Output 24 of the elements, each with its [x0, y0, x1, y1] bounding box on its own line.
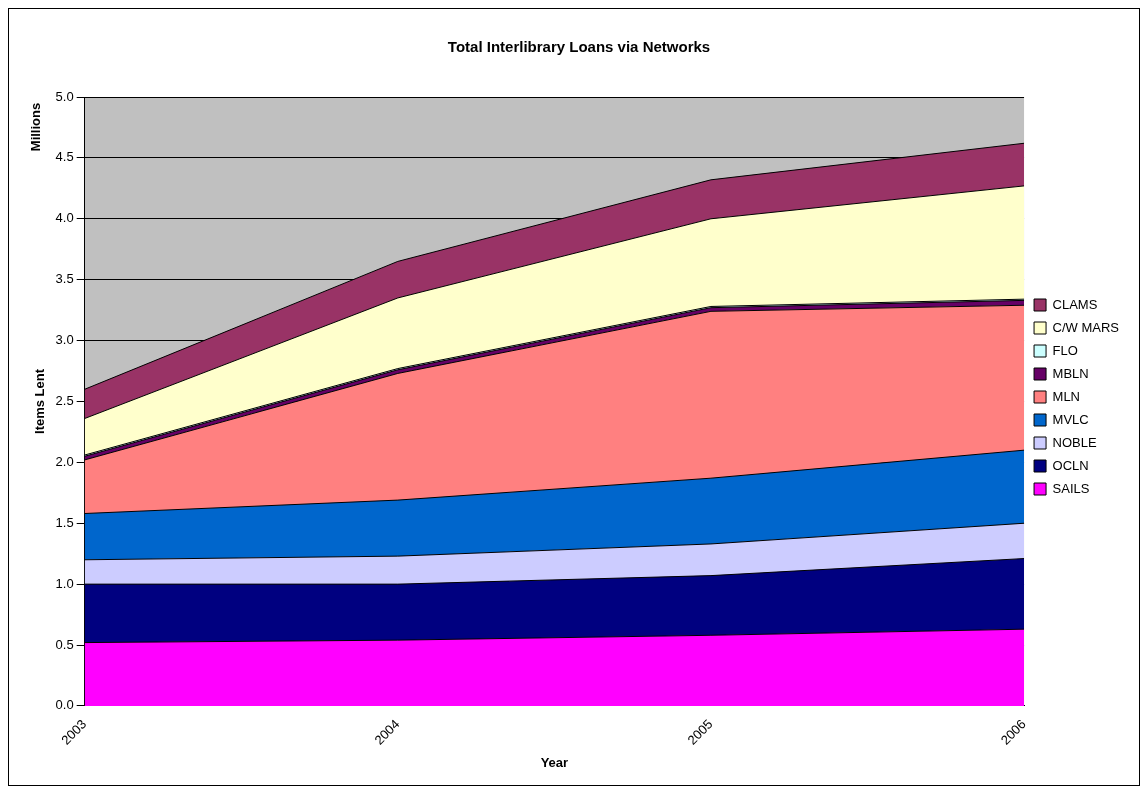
- y-tick-label: 4.0: [55, 210, 74, 226]
- chart-title: Total Interlibrary Loans via Networks: [447, 38, 711, 56]
- legend-label: MBLN: [1052, 365, 1089, 381]
- y-tick-label: 3.5: [55, 271, 74, 287]
- legend-label: C/W MARS: [1052, 319, 1120, 335]
- y-tick-label: 1.0: [55, 575, 74, 591]
- y-tick-label: 0.0: [55, 697, 74, 713]
- x-axis-title: Year: [540, 754, 569, 770]
- y-tick-label: 2.5: [55, 393, 74, 409]
- legend-label: CLAMS: [1052, 296, 1098, 312]
- text: Millions: [28, 102, 44, 152]
- legend-label: NOBLE: [1052, 434, 1097, 450]
- y-tick-label: 1.5: [55, 514, 74, 530]
- legend-label: FLO: [1052, 342, 1078, 358]
- y-tick-label: 3.0: [55, 332, 74, 348]
- legend-label: SAILS: [1052, 480, 1090, 496]
- legend-label: OCLN: [1052, 457, 1089, 473]
- y-tick-label: 2.0: [55, 453, 74, 469]
- y-tick-label: 0.5: [55, 636, 74, 652]
- y-tick-label: 4.5: [55, 149, 74, 165]
- y-tick-label: 5.0: [55, 88, 74, 104]
- legend-label: MVLC: [1052, 411, 1089, 427]
- legend-label: MLN: [1052, 388, 1081, 404]
- y-axis-title: Items Lent: [32, 368, 48, 434]
